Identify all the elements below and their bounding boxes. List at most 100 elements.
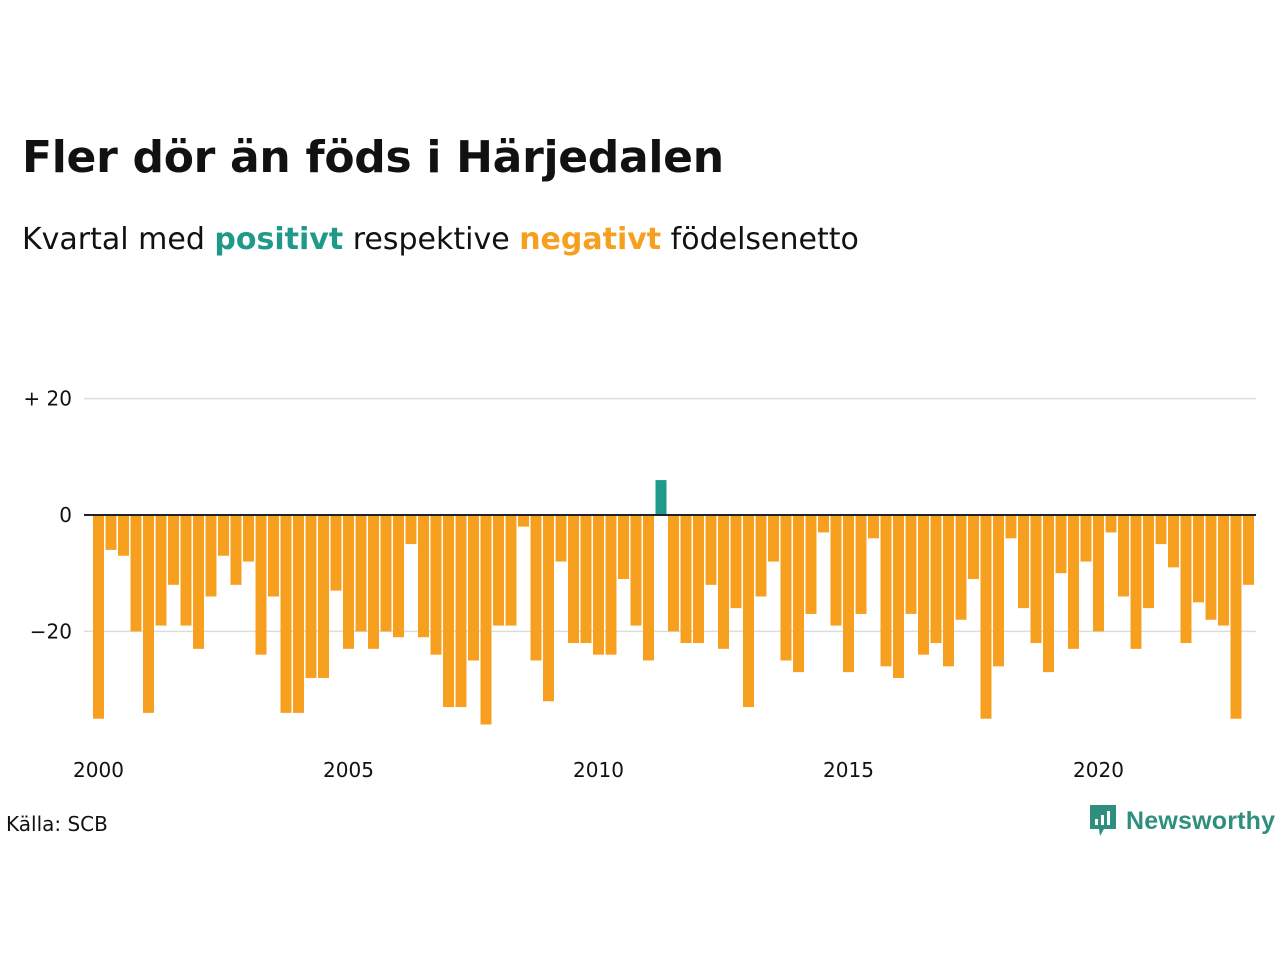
y-tick-label: −20 [30,619,72,643]
bar [1043,515,1054,673]
bar [693,515,704,644]
bar [718,515,729,649]
newsworthy-logo-icon [1090,805,1116,836]
x-axis: 2000 2005 2010 2015 2020 [73,514,1256,782]
bar [305,515,317,678]
bar [1030,515,1042,644]
bar [455,515,467,708]
y-axis: + 20 0 −20 [23,387,72,644]
bar [918,515,929,655]
bar [818,515,829,533]
bar [1180,515,1192,644]
bar [205,515,217,597]
chart-subtitle: Kvartal med positivt respektive negativt… [22,222,859,257]
bar [955,515,967,620]
bar [430,515,442,655]
bar [580,515,592,644]
bar [555,515,567,562]
bar [380,515,392,632]
bar [1005,515,1017,539]
x-tick-label: 2005 [323,758,374,782]
bar [1230,515,1242,719]
bar [543,515,554,702]
y-tick-label: + 20 [23,387,72,411]
x-tick-label: 2010 [573,758,624,782]
bar [155,515,167,626]
bar [1205,515,1217,620]
bar [605,515,617,655]
bar [1093,515,1104,632]
bar [393,515,404,638]
bar [255,515,267,655]
brand-logo: Newsworthy [1088,803,1275,839]
bar-layer [93,480,1254,725]
bar [368,515,379,649]
bar [1155,515,1167,545]
bar [968,515,979,580]
bar [568,515,579,644]
x-tick-label: 2015 [823,758,874,782]
bar [480,515,492,725]
bar [668,515,679,632]
bar [893,515,904,678]
bar [855,515,867,614]
subtitle-prefix: Kvartal med [22,222,215,257]
bar [130,515,142,632]
chart-title: Fler dör än föds i Härjedalen [22,132,724,183]
source-note: Källa: SCB [6,812,108,836]
bar [730,515,742,609]
bar [530,515,542,661]
bar [343,515,354,649]
bar [1080,515,1092,562]
bar [593,515,604,655]
bar [630,515,642,626]
bar [1143,515,1154,609]
bar [643,515,654,661]
bar [143,515,154,713]
bar [468,515,479,661]
x-tick-label: 2020 [1073,758,1124,782]
subtitle-positive-label: positivt [214,222,344,257]
bar [655,480,667,515]
bar [980,515,992,719]
bar [518,515,529,527]
bar [293,515,304,713]
bar [768,515,779,562]
bar [243,515,254,562]
bar [805,515,817,614]
bar [280,515,292,713]
bar [1130,515,1142,649]
bar [1068,515,1079,649]
bar [943,515,954,667]
bar [743,515,754,708]
bar [905,515,917,614]
bar [355,515,367,632]
grid-layer [84,397,1256,633]
bar [93,515,104,719]
bar [843,515,854,673]
bar [505,515,517,626]
bar [1243,515,1254,585]
bar [180,515,192,626]
bar [830,515,842,626]
subtitle-middle: respektive [343,222,520,257]
subtitle-suffix: födelsenetto [661,222,859,257]
x-tick-label: 2000 [73,758,124,782]
bar [330,515,342,591]
bar [1018,515,1029,609]
bar [418,515,429,638]
bar [680,515,692,644]
bar [218,515,229,556]
bar [1193,515,1204,603]
bar [230,515,242,585]
bar [118,515,129,556]
bar [105,515,117,550]
bar [168,515,179,585]
bar [1055,515,1067,574]
bar [318,515,329,678]
bar [405,515,417,545]
bar [493,515,504,626]
bar [1118,515,1129,597]
subtitle-negative-label: negativt [519,222,662,257]
bar [880,515,892,667]
